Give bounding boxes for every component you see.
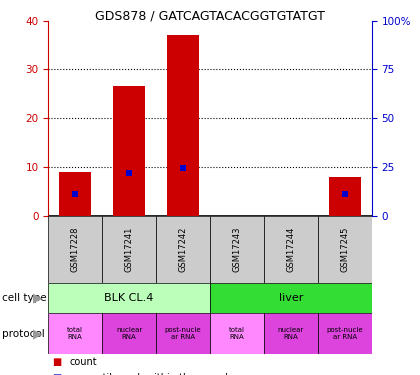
Text: GDS878 / GATCAGTACACGGTGTATGT: GDS878 / GATCAGTACACGGTGTATGT — [95, 9, 325, 22]
Bar — [102, 313, 156, 354]
Bar — [167, 35, 199, 216]
Bar — [156, 216, 210, 283]
Text: post-nucle
ar RNA: post-nucle ar RNA — [326, 327, 363, 340]
Bar — [210, 216, 264, 283]
Text: percentile rank within the sample: percentile rank within the sample — [69, 373, 234, 375]
Bar — [210, 313, 264, 354]
Text: ■: ■ — [52, 373, 62, 375]
Bar — [318, 216, 372, 283]
Bar — [48, 283, 210, 313]
Text: GSM17245: GSM17245 — [340, 226, 349, 272]
Text: liver: liver — [278, 293, 303, 303]
Bar — [328, 177, 361, 216]
Text: ■: ■ — [52, 357, 62, 367]
Text: post-nucle
ar RNA: post-nucle ar RNA — [165, 327, 201, 340]
Bar — [102, 216, 156, 283]
Text: GSM17228: GSM17228 — [71, 226, 80, 272]
Text: GSM17242: GSM17242 — [178, 226, 188, 272]
Bar — [48, 313, 102, 354]
Bar — [113, 87, 145, 216]
Text: cell type: cell type — [2, 293, 47, 303]
Text: nuclear
RNA: nuclear RNA — [116, 327, 142, 340]
Text: BLK CL.4: BLK CL.4 — [105, 293, 154, 303]
Text: GSM17243: GSM17243 — [232, 226, 241, 272]
Bar — [318, 313, 372, 354]
Text: ▶: ▶ — [33, 292, 42, 304]
Bar — [48, 216, 102, 283]
Text: protocol: protocol — [2, 329, 45, 339]
Text: ▶: ▶ — [33, 327, 42, 340]
Text: total
RNA: total RNA — [67, 327, 83, 340]
Text: nuclear
RNA: nuclear RNA — [278, 327, 304, 340]
Text: total
RNA: total RNA — [229, 327, 245, 340]
Bar — [156, 313, 210, 354]
Bar — [264, 216, 318, 283]
Text: count: count — [69, 357, 97, 367]
Bar — [59, 172, 92, 216]
Bar — [210, 283, 372, 313]
Text: GSM17241: GSM17241 — [125, 226, 134, 272]
Text: GSM17244: GSM17244 — [286, 226, 295, 272]
Bar — [264, 313, 318, 354]
